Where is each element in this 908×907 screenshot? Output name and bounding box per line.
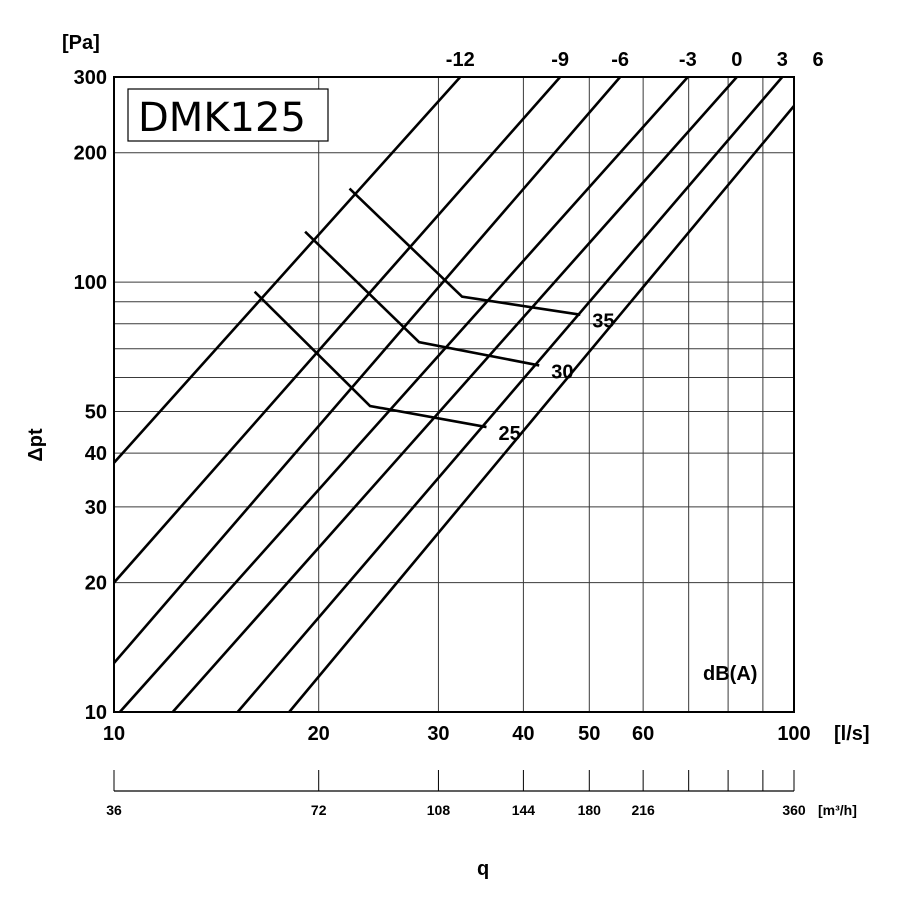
sound-curve-label-25: 25 xyxy=(498,423,520,445)
setting-line-3 xyxy=(118,77,689,712)
x-tick-label-50: 50 xyxy=(578,723,600,745)
y-tick-labels: 10 20 30 40 50 100 200 300 xyxy=(74,67,107,724)
db-setting-labels: -12 -9 -6 -3 0 3 6 xyxy=(446,49,824,71)
setting-line-12 xyxy=(114,77,462,464)
secondary-tick-label-100: 360 xyxy=(782,802,806,818)
x-tick-label-40: 40 xyxy=(512,723,534,745)
setting-line-9 xyxy=(114,77,562,584)
db-setting-label-3: -3 xyxy=(679,49,697,71)
sound-curve-label-35: 35 xyxy=(592,311,614,333)
sound-curve-35 xyxy=(348,187,581,316)
db-setting-label-9: -9 xyxy=(551,49,569,71)
plot-frame xyxy=(113,76,795,713)
setting-line-3 xyxy=(236,77,784,712)
x-unit-label: [l/s] xyxy=(834,723,870,745)
x-tick-label-20: 20 xyxy=(308,723,330,745)
secondary-tick-label-50: 180 xyxy=(578,802,602,818)
y-tick-label-50: 50 xyxy=(85,402,107,424)
y-tick-label-30: 30 xyxy=(85,497,107,519)
y-tick-label-200: 200 xyxy=(74,143,107,165)
y-axis-title-text: Δpt xyxy=(25,428,47,462)
y-tick-label-40: 40 xyxy=(85,443,107,465)
sound-curve-30 xyxy=(304,230,540,367)
sound-curve-25 xyxy=(253,290,487,429)
x-tick-labels: 10 20 30 40 50 60 100 xyxy=(103,723,811,745)
chart-title: DMK125 xyxy=(138,95,306,141)
db-label: dB(A) xyxy=(703,663,757,685)
y-tick-label-10: 10 xyxy=(85,702,107,724)
secondary-tick-label-30: 108 xyxy=(427,802,451,818)
y-tick-label-20: 20 xyxy=(85,573,107,595)
secondary-tick-label-10: 36 xyxy=(106,802,122,818)
secondary-tick-label-20: 72 xyxy=(311,802,327,818)
y-unit-label: [Pa] xyxy=(62,32,100,54)
db-setting-label-12: -12 xyxy=(446,49,475,71)
y-axis-title: Δpt xyxy=(25,428,47,462)
y-tick-label-100: 100 xyxy=(74,272,107,294)
secondary-tick-label-40: 144 xyxy=(512,802,536,818)
setting-line-6 xyxy=(114,77,622,664)
sound-curve-label-30: 30 xyxy=(551,361,573,383)
db-setting-label-0: 0 xyxy=(731,49,742,71)
db-setting-label-6: 6 xyxy=(813,49,824,71)
setting-line-0 xyxy=(171,77,738,712)
x-tick-label-60: 60 xyxy=(632,723,654,745)
secondary-x-unit: [m³/h] xyxy=(818,802,857,818)
secondary-x-axis: 36 72 108 144 180 216 360 xyxy=(106,770,806,818)
db-setting-label-3: 3 xyxy=(777,49,788,71)
x-tick-label-30: 30 xyxy=(427,723,449,745)
x-axis-title: q xyxy=(477,858,489,880)
setting-line-6 xyxy=(288,103,794,712)
title-box xyxy=(127,88,329,142)
x-tick-label-10: 10 xyxy=(103,723,125,745)
damper-setting-lines xyxy=(114,77,794,712)
sound-level-curves: 35 30 25 xyxy=(253,187,615,445)
y-tick-label-300: 300 xyxy=(74,67,107,89)
db-setting-label-6: -6 xyxy=(611,49,629,71)
secondary-tick-label-60: 216 xyxy=(631,802,655,818)
x-tick-label-100: 100 xyxy=(777,723,810,745)
